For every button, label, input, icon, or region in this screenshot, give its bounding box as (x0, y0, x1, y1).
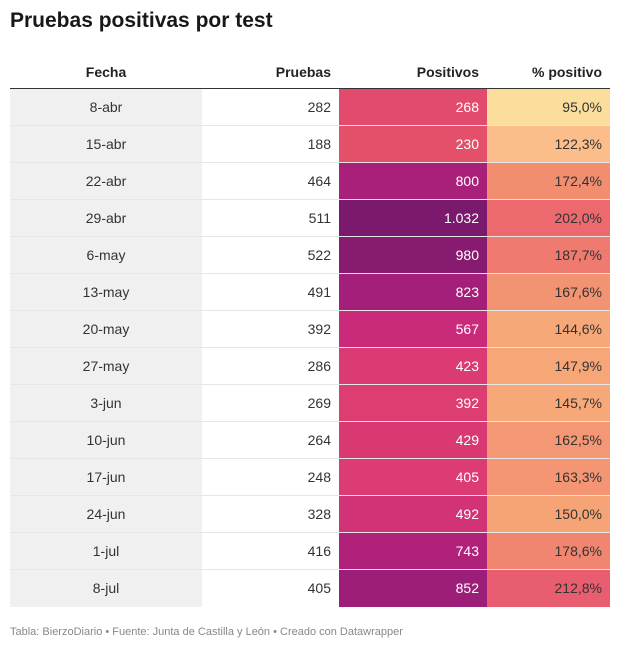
cell-pct-positivo: 95,0% (487, 89, 610, 125)
column-header-pct-positivo[interactable]: % positivo (531, 64, 602, 80)
cell-fecha: 8-jul (10, 570, 202, 607)
cell-positivos: 800 (339, 163, 487, 199)
cell-pct-positivo: 147,9% (487, 348, 610, 384)
cell-fecha: 8-abr (10, 89, 202, 125)
table-row: 24-jun 328 492 150,0% (10, 496, 610, 533)
column-header-fecha[interactable]: Fecha (85, 64, 127, 80)
cell-pct-positivo: 145,7% (487, 385, 610, 421)
cell-fecha: 10-jun (10, 422, 202, 458)
cell-pct-positivo: 150,0% (487, 496, 610, 532)
cell-pct-positivo: 187,7% (487, 237, 610, 273)
cell-fecha: 20-may (10, 311, 202, 347)
table-row: 10-jun 264 429 162,5% (10, 422, 610, 459)
table-row: 8-abr 282 268 95,0% (10, 89, 610, 126)
cell-fecha: 27-may (10, 348, 202, 384)
cell-pruebas: 328 (307, 506, 331, 522)
cell-positivos: 567 (339, 311, 487, 347)
cell-positivos: 268 (339, 89, 487, 125)
table-row: 29-abr 511 1.032 202,0% (10, 200, 610, 237)
cell-positivos: 392 (339, 385, 487, 421)
table-row: 1-jul 416 743 178,6% (10, 533, 610, 570)
cell-positivos: 980 (339, 237, 487, 273)
cell-pruebas: 286 (307, 358, 331, 374)
cell-pct-positivo: 167,6% (487, 274, 610, 310)
column-header-positivos[interactable]: Positivos (416, 64, 479, 80)
cell-pct-positivo: 178,6% (487, 533, 610, 569)
table-row: 3-jun 269 392 145,7% (10, 385, 610, 422)
cell-pruebas: 269 (307, 395, 331, 411)
cell-fecha: 6-may (10, 237, 202, 273)
cell-pruebas: 392 (307, 321, 331, 337)
cell-pruebas: 464 (307, 173, 331, 189)
cell-pruebas: 282 (307, 99, 331, 115)
cell-positivos: 230 (339, 126, 487, 162)
table-row: 22-abr 464 800 172,4% (10, 163, 610, 200)
cell-pct-positivo: 162,5% (487, 422, 610, 458)
cell-fecha: 24-jun (10, 496, 202, 532)
cell-positivos: 743 (339, 533, 487, 569)
table-body: 8-abr 282 268 95,0% 15-abr 188 230 122,3% 22-abr… (10, 89, 610, 607)
cell-positivos: 852 (339, 570, 487, 607)
cell-fecha: 22-abr (10, 163, 202, 199)
cell-pruebas: 188 (307, 136, 331, 152)
chart-title: Pruebas positivas por test (10, 9, 273, 32)
cell-pct-positivo: 122,3% (487, 126, 610, 162)
cell-pruebas: 264 (307, 432, 331, 448)
cell-pct-positivo: 202,0% (487, 200, 610, 236)
cell-positivos: 823 (339, 274, 487, 310)
cell-fecha: 3-jun (10, 385, 202, 421)
data-table: Fecha Pruebas Positivos % positivo 8-abr… (10, 55, 610, 607)
cell-pct-positivo: 212,8% (487, 570, 610, 607)
cell-positivos: 423 (339, 348, 487, 384)
cell-pruebas: 416 (307, 543, 331, 559)
cell-positivos: 492 (339, 496, 487, 532)
cell-pct-positivo: 172,4% (487, 163, 610, 199)
table-row: 8-jul 405 852 212,8% (10, 570, 610, 607)
cell-pct-positivo: 163,3% (487, 459, 610, 495)
cell-pct-positivo: 144,6% (487, 311, 610, 347)
cell-positivos: 405 (339, 459, 487, 495)
cell-positivos: 429 (339, 422, 487, 458)
cell-pruebas: 522 (307, 247, 331, 263)
table-row: 15-abr 188 230 122,3% (10, 126, 610, 163)
cell-pruebas: 405 (307, 580, 331, 596)
cell-fecha: 15-abr (10, 126, 202, 162)
table-header: Fecha Pruebas Positivos % positivo (10, 55, 610, 89)
table-row: 17-jun 248 405 163,3% (10, 459, 610, 496)
cell-pruebas: 248 (307, 469, 331, 485)
table-row: 27-may 286 423 147,9% (10, 348, 610, 385)
cell-fecha: 1-jul (10, 533, 202, 569)
table-row: 20-may 392 567 144,6% (10, 311, 610, 348)
column-header-pruebas[interactable]: Pruebas (275, 64, 331, 80)
footer-credits: Tabla: BierzoDiario • Fuente: Junta de C… (10, 626, 403, 638)
table-row: 13-may 491 823 167,6% (10, 274, 610, 311)
cell-fecha: 17-jun (10, 459, 202, 495)
cell-pruebas: 511 (308, 210, 331, 226)
cell-fecha: 13-may (10, 274, 202, 310)
cell-positivos: 1.032 (339, 200, 487, 236)
cell-fecha: 29-abr (10, 200, 202, 236)
table-row: 6-may 522 980 187,7% (10, 237, 610, 274)
cell-pruebas: 491 (307, 284, 331, 300)
